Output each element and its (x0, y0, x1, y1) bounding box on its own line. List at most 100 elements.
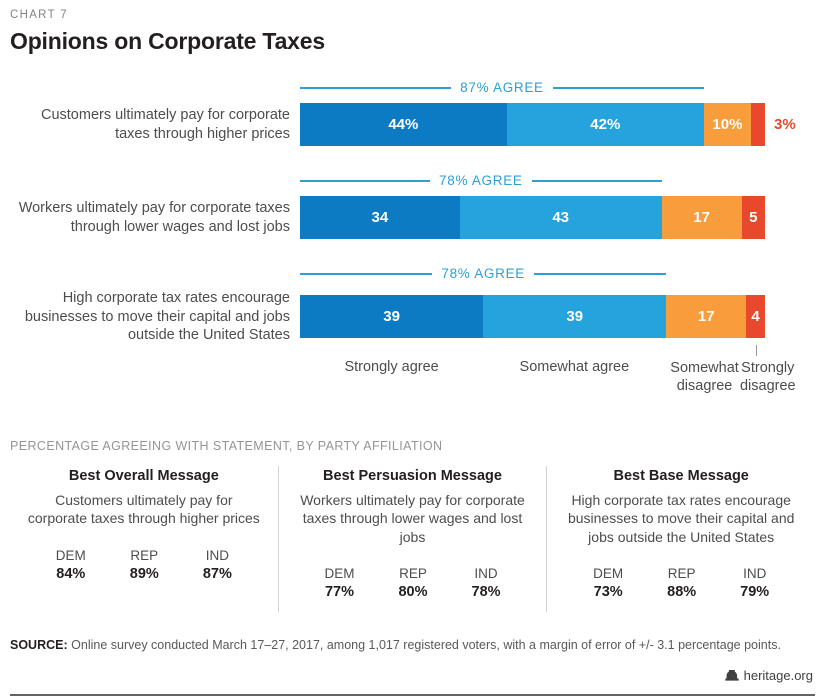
party-stats: DEM 77% REP 80% IND 78% (293, 566, 533, 600)
column-heading: Best Persuasion Message (323, 467, 502, 484)
statement-label: High corporate tax rates encourage busin… (24, 290, 290, 344)
stat-value: 88% (667, 584, 697, 601)
stat-value: 78% (471, 584, 501, 601)
segment-strongly-agree: 34 (300, 196, 460, 239)
column-statement: Workers ultimately pay for corporate tax… (300, 491, 525, 545)
stacked-bar: 39 39 17 4 (300, 295, 765, 339)
stat-label: REP (399, 566, 427, 582)
party-column-base: Best Base Message High corporate tax rat… (546, 465, 815, 613)
footer: heritage.org (724, 668, 813, 683)
agree-line-left (300, 272, 433, 275)
agree-line-right (552, 86, 704, 89)
party-columns: Best Overall Message Customers ultimatel… (10, 465, 815, 613)
heritage-bell-icon (724, 669, 739, 681)
stat-ind: IND 78% (472, 566, 501, 600)
stat-label: IND (205, 547, 229, 563)
agree-line-right (531, 179, 662, 182)
legend-somewhat-disagree: Somewhat disagree (670, 359, 739, 395)
segment-strongly-agree: 39 (300, 295, 484, 339)
agree-bracket: 78% AGREE (300, 266, 765, 281)
column-statement: High corporate tax rates encourage busin… (567, 491, 795, 545)
bar-line: 44% 42% 10% 3% (300, 103, 815, 146)
segment-strongly-disagree: 5 (741, 196, 765, 239)
footer-site-link[interactable]: heritage.org (743, 668, 813, 683)
stacked-bar: 34 43 17 5 (300, 196, 765, 239)
agree-line-left (300, 179, 431, 182)
stat-label: REP (667, 566, 696, 582)
stat-rep: REP 80% (398, 566, 427, 600)
stat-value: 73% (593, 584, 623, 601)
segment-somewhat-agree: 39 (483, 295, 667, 339)
bar-line: 39 39 17 4 (300, 289, 815, 345)
column-statement: Customers ultimately pay for corporate t… (27, 491, 260, 527)
party-stats: DEM 84% REP 89% IND 87% (24, 548, 264, 582)
segment-somewhat-agree: 42% (506, 103, 704, 146)
stat-value: 87% (202, 565, 232, 582)
agree-span: 78% AGREE (300, 266, 667, 281)
agree-span: 78% AGREE (300, 173, 662, 188)
stat-ind: IND 79% (740, 566, 769, 600)
column-heading: Best Base Message (613, 467, 749, 484)
party-column-persuasion: Best Persuasion Message Workers ultimate… (277, 465, 547, 613)
stat-value: 77% (324, 584, 354, 601)
stat-dem: DEM 84% (56, 548, 86, 582)
chart-row: 78% AGREE Workers ultimately pay for cor… (10, 173, 815, 239)
segment-value: 10% (712, 116, 743, 133)
section-title: PERCENTAGE AGREEING WITH STATEMENT, BY P… (10, 438, 443, 453)
segment-somewhat-disagree: 17 (666, 295, 747, 339)
segment-value: 4 (751, 308, 760, 326)
segment-somewhat-disagree: 17 (661, 196, 742, 239)
column-heading: Best Overall Message (68, 467, 219, 484)
stat-dem: DEM 77% (324, 566, 354, 600)
segment-value: 44% (388, 116, 419, 133)
stat-label: DEM (593, 566, 624, 582)
segment-value: 17 (693, 209, 710, 226)
source-label: SOURCE: (10, 638, 68, 653)
segment-strongly-agree: 44% (300, 103, 507, 146)
segment-somewhat-agree: 43 (459, 196, 662, 239)
stat-value: 79% (740, 584, 770, 601)
agree-total-label: 87% AGREE (460, 80, 544, 95)
stat-label: DEM (324, 566, 355, 582)
legend: Strongly agree Somewhat agree Somewhat d… (300, 344, 796, 409)
agree-total-label: 78% AGREE (441, 266, 525, 281)
stat-label: IND (474, 566, 498, 582)
agree-bracket: 87% AGREE (300, 80, 765, 95)
stat-ind: IND 87% (203, 548, 232, 582)
segment-somewhat-disagree: 10% (703, 103, 751, 146)
bottom-rule (10, 694, 815, 696)
agree-total-label: 78% AGREE (439, 173, 523, 188)
stat-label: IND (743, 566, 767, 582)
segment-value: 43 (552, 209, 570, 226)
source-note: SOURCE: Online survey conducted March 17… (10, 638, 815, 652)
segment-value: 17 (697, 308, 715, 326)
page-title: Opinions on Corporate Taxes (10, 28, 325, 54)
chart-number: CHART 7 (10, 9, 68, 21)
chart-row: 87% AGREE Customers ultimately pay for c… (10, 80, 815, 146)
party-column-overall: Best Overall Message Customers ultimatel… (10, 466, 278, 612)
statement-label: Workers ultimately pay for corporate tax… (18, 199, 290, 235)
segment-value: 34 (371, 209, 389, 226)
source-text: Online survey conducted March 17–27, 201… (71, 638, 781, 653)
legend-somewhat-agree: Somewhat agree (519, 358, 630, 375)
agree-line-right (533, 272, 667, 275)
stat-value: 89% (129, 565, 159, 582)
segment-value: 39 (383, 308, 400, 326)
legend-strongly-agree: Strongly agree (344, 358, 439, 375)
statement-label: Customers ultimately pay for corporate t… (40, 106, 290, 142)
chart-row: 78% AGREE High corporate tax rates encou… (10, 266, 815, 409)
segment-strongly-disagree: 4 (746, 295, 765, 339)
stat-value: 84% (56, 565, 86, 582)
legend-tick (755, 344, 757, 356)
stat-label: DEM (55, 547, 86, 563)
stat-rep: REP 89% (130, 548, 159, 582)
segment-value: 5 (749, 209, 758, 226)
stat-value: 80% (398, 584, 428, 601)
party-affiliation-section: PERCENTAGE AGREEING WITH STATEMENT, BY P… (10, 438, 815, 613)
outside-value-label: 3% (774, 116, 796, 133)
agree-bracket: 78% AGREE (300, 173, 765, 188)
stat-rep: REP 88% (667, 566, 696, 600)
stacked-bar-chart: 87% AGREE Customers ultimately pay for c… (10, 80, 815, 409)
stacked-bar: 44% 42% 10% (300, 103, 765, 146)
